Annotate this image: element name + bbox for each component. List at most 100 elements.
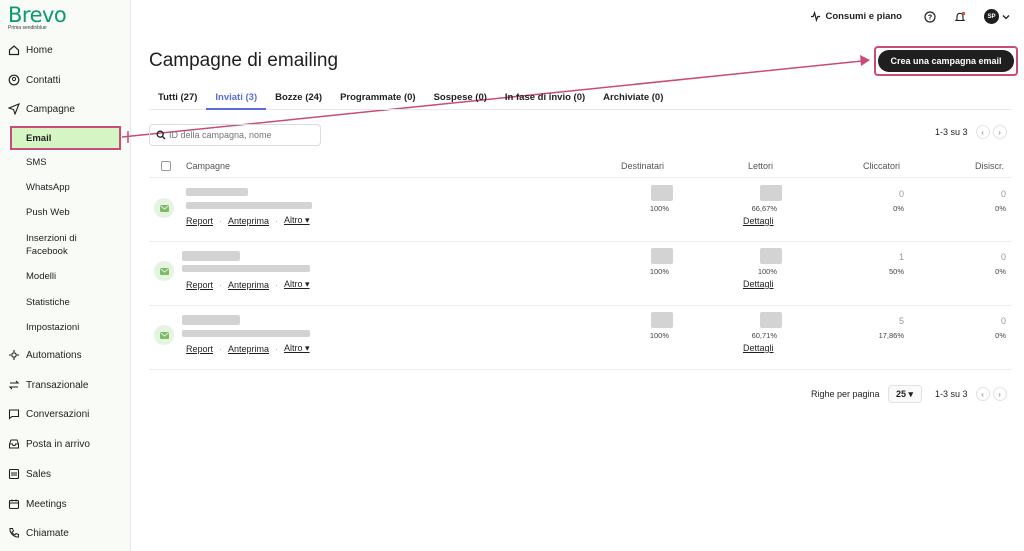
row-actions: Report · Anteprima · Altro ▾ [186,215,310,226]
pager-text: 1-3 su 3 [935,127,968,137]
sidebar-item-label: Sales [26,468,52,480]
chevron-down-icon[interactable] [1002,13,1010,21]
recipients-percent: 100% [649,204,669,213]
sidebar-item-home[interactable]: Home [0,39,131,61]
brand-logo[interactable]: Brevo [8,3,67,27]
bell-icon[interactable] [954,11,966,23]
details-link[interactable]: Dettagli [743,343,774,353]
clickers-count: 5 [898,316,904,326]
contacts-icon [8,74,20,86]
mail-icon [154,261,174,281]
chat-icon [8,408,20,420]
pager-text: 1-3 su 3 [935,389,968,399]
sidebar-sub-facebook-line2[interactable]: Facebook [26,246,68,257]
usage-link[interactable]: Consumi e piano [810,11,902,22]
inbox-icon [8,438,20,450]
pager-next-button[interactable]: › [992,387,1007,401]
preview-link[interactable]: Anteprima [228,215,270,226]
page-title: Campagne di emailing [149,50,339,71]
sidebar-item-sales[interactable]: Sales [0,463,131,485]
bottom-pager: 1-3 su 3 ‹ › [935,387,1007,401]
col-campagne[interactable]: Campagne [186,161,231,171]
report-link[interactable]: Report [186,279,214,290]
search-input[interactable] [169,130,309,140]
recipients-blurred [651,248,673,264]
unsub-count: 0 [1000,252,1006,262]
sidebar-sub-impostazioni[interactable]: Impostazioni [26,322,80,333]
sidebar-sub-sms[interactable]: SMS [26,157,47,168]
campaign-name-blurred [182,315,240,325]
more-dropdown[interactable]: Altro ▾ [284,215,310,225]
tab-in-fase-di-invio[interactable]: In fase di invio (0) [504,92,586,103]
sidebar-sub-modelli[interactable]: Modelli [26,271,57,282]
campaign-icon [8,103,20,115]
rpp-label: Righe per pagina [811,389,880,399]
report-link[interactable]: Report [186,343,214,354]
pager-prev-button[interactable]: ‹ [975,125,990,139]
sidebar-item-label: Transazionale [26,379,89,391]
cta-highlight: Crea una campagna email [874,46,1018,76]
details-link[interactable]: Dettagli [743,216,774,226]
calendar-icon [8,498,20,510]
readers-percent: 100% [757,267,777,276]
pager-prev-button[interactable]: ‹ [975,387,990,401]
sidebar-sub-whatsapp[interactable]: WhatsApp [26,182,70,193]
sidebar-item-posta[interactable]: Posta in arrivo [0,433,131,455]
campaign-meta-blurred [182,330,310,337]
row-actions: Report · Anteprima · Altro ▾ [186,279,310,290]
select-all-checkbox[interactable] [161,161,171,171]
create-email-campaign-button[interactable]: Crea una campagna email [878,50,1014,72]
readers-blurred [760,312,782,328]
recipients-percent: 100% [649,331,669,340]
col-disiscritti[interactable]: Disiscr. [975,161,1004,171]
tab-bozze[interactable]: Bozze (24) [275,92,323,103]
preview-link[interactable]: Anteprima [228,343,270,354]
tab-inviati[interactable]: Inviati (3) [206,88,267,110]
help-icon[interactable]: ? [924,10,936,23]
avatar[interactable]: SP [984,9,999,24]
sidebar-item-conversazioni[interactable]: Conversazioni [0,403,131,425]
col-destinatari[interactable]: Destinatari [621,161,665,171]
sidebar-sub-push-web[interactable]: Push Web [26,207,70,218]
more-dropdown[interactable]: Altro ▾ [284,279,310,289]
automation-icon [8,349,20,361]
readers-percent: 60,71% [751,331,777,340]
campaign-meta-blurred [182,265,310,272]
sidebar-item-automations[interactable]: Automations [0,344,131,366]
transactional-icon [8,379,20,391]
recipients-blurred [651,185,673,201]
tab-tutti[interactable]: Tutti (27) [158,92,198,103]
col-cliccatori[interactable]: Cliccatori [863,161,901,171]
sidebar-item-transazionale[interactable]: Transazionale [0,374,131,396]
more-dropdown[interactable]: Altro ▾ [284,343,310,353]
search-box [149,124,321,146]
table-row[interactable]: Report · Anteprima · Altro ▾ 100% 100% Det… [149,242,1012,306]
details-link[interactable]: Dettagli [743,279,774,289]
sidebar-item-contatti[interactable]: Contatti [0,69,131,91]
clickers-percent: 50% [888,267,904,276]
tab-sospese[interactable]: Sospese (0) [433,92,487,103]
sidebar-item-campagne[interactable]: Campagne [0,98,131,120]
sidebar-sub-statistiche[interactable]: Statistiche [26,297,70,308]
sidebar-sub-email[interactable]: Email [10,126,121,150]
recipients-percent: 100% [649,267,669,276]
report-link[interactable]: Report [186,215,214,226]
unsub-percent: 0% [995,267,1006,276]
sidebar-sub-facebook-line1[interactable]: Inserzioni di [26,233,77,244]
pager-next-button[interactable]: › [992,125,1007,139]
brand-sub: Prima sendinblue [8,25,47,31]
tab-archiviate[interactable]: Archiviate (0) [603,92,664,103]
table-row[interactable]: Report · Anteprima · Altro ▾ 100% 66,67% D… [149,178,1012,242]
sidebar-item-label: Home [26,44,53,56]
tab-programmate[interactable]: Programmate (0) [340,92,416,103]
rpp-select[interactable]: 25 ▾ [887,385,922,403]
col-lettori[interactable]: Lettori [748,161,774,171]
table-row[interactable]: Report · Anteprima · Altro ▾ 100% 60,71% D… [149,306,1012,370]
sidebar-item-chiamate[interactable]: Chiamate [0,522,131,544]
unsub-percent: 0% [995,204,1006,213]
sidebar-item-label: Posta in arrivo [26,438,90,450]
topbar: Consumi e piano ? SP [810,9,1010,24]
preview-link[interactable]: Anteprima [228,279,270,290]
campaign-tabs: Tutti (27) Inviati (3) Bozze (24) Progra… [149,88,1012,110]
sidebar-item-meetings[interactable]: Meetings [0,493,131,515]
